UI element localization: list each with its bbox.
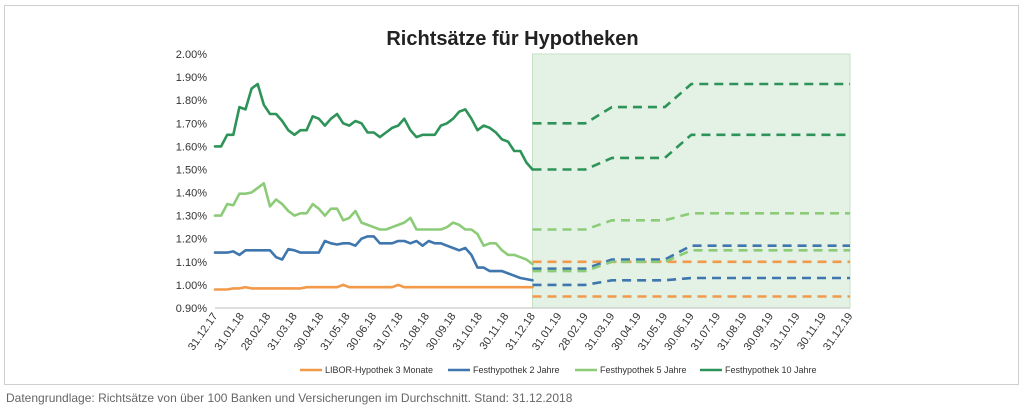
- data-source-footnote: Datengrundlage: Richtsätze von über 100 …: [6, 391, 573, 405]
- forecast-region: [532, 53, 851, 309]
- chart-title: Richtsätze für Hypotheken: [386, 28, 639, 50]
- y-tick-label: 1.60%: [176, 141, 207, 153]
- forecast-line: [532, 133, 850, 171]
- line-chart: 0.90% 1.00% 1.10% 1.20% 1.30% 1.40% 1.50% 1.60%…: [176, 49, 856, 375]
- legend-label: Festhypothek 5 Jahre: [600, 365, 687, 375]
- y-tick-label: 1.50%: [176, 164, 207, 176]
- y-tick-label: 1.80%: [176, 95, 207, 107]
- forecast-line: [532, 276, 850, 287]
- y-tick-label: 1.00%: [176, 280, 207, 292]
- y-tick-label: 1.10%: [176, 257, 207, 269]
- y-tick-label: 0.90%: [176, 303, 207, 315]
- y-tick-label: 1.90%: [176, 72, 207, 84]
- series-line: [213, 235, 534, 282]
- legend-label: Festhypothek 2 Jahre: [473, 365, 560, 375]
- y-tick-label: 1.30%: [176, 211, 207, 223]
- forecast-line: [532, 212, 850, 231]
- forecast-line: [532, 244, 850, 271]
- legend-label: LIBOR-Hypothek 3 Monate: [325, 365, 433, 375]
- forecast-line: [532, 249, 850, 273]
- y-tick-label: 1.20%: [176, 234, 207, 246]
- series-line: [213, 283, 534, 291]
- series-line: [213, 82, 534, 171]
- forecast-line: [532, 82, 850, 125]
- y-tick-label: 1.40%: [176, 188, 207, 200]
- y-tick-label: 1.70%: [176, 118, 207, 130]
- legend-label: Festhypothek 10 Jahre: [725, 365, 817, 375]
- series-line: [213, 182, 534, 266]
- y-tick-label: 2.00%: [176, 49, 207, 61]
